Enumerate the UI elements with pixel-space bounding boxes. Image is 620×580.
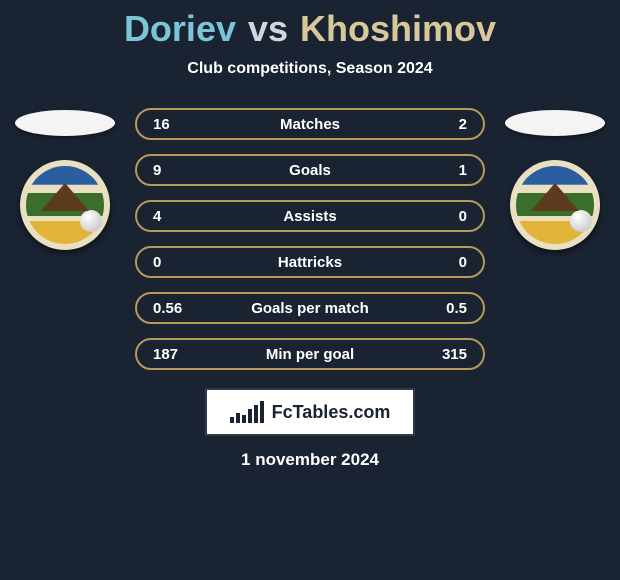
stat-p2-value: 315 xyxy=(442,346,467,363)
right-column xyxy=(505,108,605,250)
stat-label: Goals per match xyxy=(137,300,483,317)
left-column xyxy=(15,108,115,250)
stats-table: 16 Matches 2 9 Goals 1 4 Assists 0 0 Hat… xyxy=(135,108,485,370)
stat-p1-value: 0.56 xyxy=(153,300,182,317)
stat-p1-value: 16 xyxy=(153,116,170,133)
player1-club-badge xyxy=(20,160,110,250)
stat-label: Matches xyxy=(137,116,483,133)
stat-p2-value: 0 xyxy=(459,254,467,271)
stat-p2-value: 1 xyxy=(459,162,467,179)
stat-p2-value: 0.5 xyxy=(446,300,467,317)
stat-row-matches: 16 Matches 2 xyxy=(135,108,485,140)
brand-name: FcTables.com xyxy=(272,402,391,423)
stat-label: Min per goal xyxy=(137,346,483,363)
player1-name: Doriev xyxy=(124,8,236,50)
stat-label: Assists xyxy=(137,208,483,225)
stat-label: Hattricks xyxy=(137,254,483,271)
player1-flag xyxy=(15,110,115,136)
stat-p1-value: 9 xyxy=(153,162,161,179)
stat-row-min-per-goal: 187 Min per goal 315 xyxy=(135,338,485,370)
stat-p2-value: 0 xyxy=(459,208,467,225)
footer-date: 1 november 2024 xyxy=(0,450,620,470)
stat-p2-value: 2 xyxy=(459,116,467,133)
main-row: 16 Matches 2 9 Goals 1 4 Assists 0 0 Hat… xyxy=(0,108,620,370)
player2-club-badge xyxy=(510,160,600,250)
vs-label: vs xyxy=(248,8,288,50)
brand-bars-icon xyxy=(230,401,264,423)
stat-p1-value: 0 xyxy=(153,254,161,271)
player2-flag xyxy=(505,110,605,136)
stat-p1-value: 187 xyxy=(153,346,178,363)
stat-row-assists: 4 Assists 0 xyxy=(135,200,485,232)
stat-row-goals: 9 Goals 1 xyxy=(135,154,485,186)
comparison-card: Doriev vs Khoshimov Club competitions, S… xyxy=(0,0,620,470)
stat-p1-value: 4 xyxy=(153,208,161,225)
stat-label: Goals xyxy=(137,162,483,179)
player2-name: Khoshimov xyxy=(300,8,496,50)
subtitle: Club competitions, Season 2024 xyxy=(0,60,620,78)
stat-row-hattricks: 0 Hattricks 0 xyxy=(135,246,485,278)
title: Doriev vs Khoshimov xyxy=(0,8,620,50)
stat-row-goals-per-match: 0.56 Goals per match 0.5 xyxy=(135,292,485,324)
brand-badge[interactable]: FcTables.com xyxy=(205,388,415,436)
